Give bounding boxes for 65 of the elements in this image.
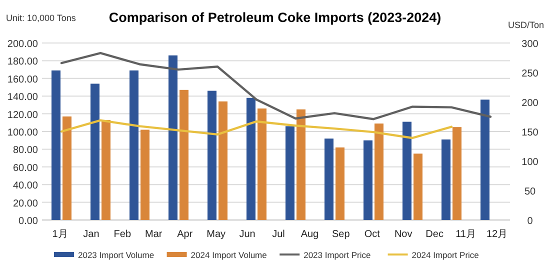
chart-title: Comparison of Petroleum Coke Imports (2023-2024) — [108, 10, 442, 25]
text: 1月 — [52, 229, 68, 240]
legend-label: 2023 Import Price — [304, 250, 371, 260]
bar — [218, 101, 228, 220]
y2-tick-label: 0 — [527, 216, 534, 227]
text: Oct — [364, 229, 380, 240]
text: Apr — [177, 229, 194, 240]
y-tick-label: 140.00 — [7, 92, 38, 104]
bar — [102, 120, 110, 220]
bar — [442, 139, 450, 220]
bar — [180, 90, 188, 220]
bar — [52, 70, 60, 220]
bar — [402, 122, 412, 220]
y-tick-label: 200.00 — [7, 39, 38, 50]
text: May — [206, 229, 226, 240]
bar — [246, 98, 256, 220]
y-tick-label: 180.00 — [7, 56, 38, 68]
text: Sep — [332, 229, 350, 240]
bar — [208, 90, 216, 220]
y-tick-label: 160.00 — [7, 74, 38, 86]
bar — [258, 108, 266, 220]
y2-tick-label: 300 — [522, 39, 539, 50]
bar — [364, 140, 372, 220]
text: Jun — [239, 229, 256, 240]
y2-tick-label: 50 — [524, 186, 536, 198]
text: Mar — [145, 229, 163, 240]
bar — [374, 124, 384, 220]
text: Jul — [272, 229, 285, 240]
text: Feb — [114, 229, 132, 240]
y2-tick-label: 100 — [522, 157, 539, 168]
y2-axis-title: USD/Ton — [508, 20, 544, 30]
bar — [336, 147, 344, 220]
text: 11月 — [456, 229, 476, 240]
line-series — [60, 119, 453, 140]
text: 12月 — [486, 229, 508, 240]
text: Dec — [426, 229, 444, 240]
text: Nov — [394, 229, 412, 240]
y-tick-label: 80.00 — [12, 145, 38, 156]
bar — [130, 70, 138, 220]
y-tick-label: 40.00 — [12, 180, 38, 192]
y-tick-label: 20.00 — [12, 198, 38, 210]
bar — [452, 127, 462, 220]
bar — [324, 138, 334, 220]
bar — [168, 55, 178, 220]
bar — [480, 100, 490, 220]
y2-tick-label: 250 — [522, 68, 539, 80]
bar — [90, 84, 100, 220]
bar — [140, 130, 150, 220]
y-tick-label: 120.00 — [7, 110, 38, 121]
y2-tick-label: 150 — [522, 128, 539, 138]
bar — [296, 109, 306, 220]
bar — [286, 126, 294, 220]
y-tick-label: 0.00 — [18, 216, 38, 227]
text: Aug — [300, 229, 319, 240]
bar — [62, 116, 72, 220]
y2-tick-label: 200 — [522, 98, 539, 109]
legend-label: 2024 Import Price — [412, 250, 480, 260]
y-axis-title: Unit: 10,000 Tons — [6, 13, 76, 23]
y-tick-label: 100.00 — [7, 128, 38, 138]
legend-label: 2023 Import Volume — [78, 250, 154, 260]
line-series — [60, 52, 492, 120]
legend-label: 2024 Import Volume — [190, 250, 268, 260]
text: Jan — [83, 229, 100, 240]
y-tick-label: 60.00 — [12, 162, 38, 174]
bar — [414, 154, 422, 220]
